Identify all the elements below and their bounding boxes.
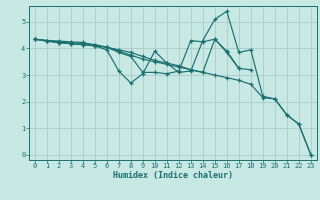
X-axis label: Humidex (Indice chaleur): Humidex (Indice chaleur) [113,171,233,180]
